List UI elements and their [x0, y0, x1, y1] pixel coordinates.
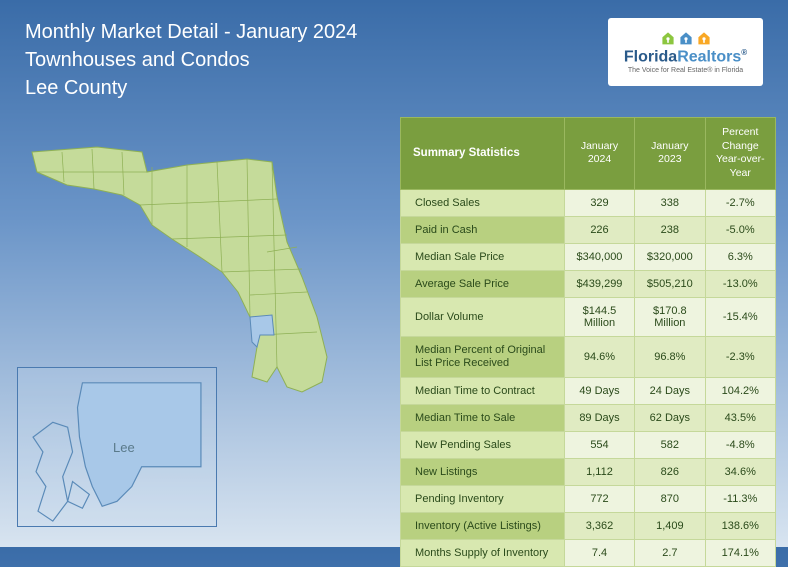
stat-percent-change: 34.6% — [705, 458, 775, 485]
stat-prior-value: $170.8 Million — [635, 297, 705, 336]
content-area: Lee Summary Statistics January 2024 Janu… — [0, 112, 788, 567]
stat-current-value: 329 — [564, 189, 634, 216]
table-row: Median Time to Contract49 Days24 Days104… — [401, 377, 776, 404]
title-line-1: Monthly Market Detail - January 2024 — [25, 18, 357, 46]
stat-label: Average Sale Price — [401, 270, 565, 297]
table-header-row: Summary Statistics January 2024 January … — [401, 118, 776, 190]
stat-current-value: 49 Days — [564, 377, 634, 404]
header-percent-change: Percent ChangeYear-over-Year — [705, 118, 775, 190]
stat-percent-change: -13.0% — [705, 270, 775, 297]
inset-county-label: Lee — [113, 440, 135, 455]
stat-label: Dollar Volume — [401, 297, 565, 336]
stat-percent-change: 174.1% — [705, 539, 775, 566]
florida-state-map — [12, 117, 392, 397]
table-row: Paid in Cash226238-5.0% — [401, 216, 776, 243]
stat-prior-value: 62 Days — [635, 404, 705, 431]
logo-houses-icon — [660, 30, 712, 46]
table-row: New Pending Sales554582-4.8% — [401, 431, 776, 458]
stat-percent-change: -2.3% — [705, 336, 775, 377]
stat-current-value: 89 Days — [564, 404, 634, 431]
stat-prior-value: 582 — [635, 431, 705, 458]
title-line-2: Townhouses and Condos — [25, 46, 357, 74]
map-area: Lee — [12, 112, 392, 567]
stat-current-value: 772 — [564, 485, 634, 512]
stat-prior-value: 338 — [635, 189, 705, 216]
logo-tagline: The Voice for Real Estate® in Florida — [628, 67, 743, 74]
florida-realtors-logo: FloridaRealtors® The Voice for Real Esta… — [608, 18, 763, 86]
stat-prior-value: 96.8% — [635, 336, 705, 377]
stat-percent-change: -11.3% — [705, 485, 775, 512]
title-line-3: Lee County — [25, 74, 357, 102]
stat-prior-value: 24 Days — [635, 377, 705, 404]
stat-current-value: 3,362 — [564, 512, 634, 539]
table-row: Months Supply of Inventory7.42.7174.1% — [401, 539, 776, 566]
stat-prior-value: 870 — [635, 485, 705, 512]
table-row: Closed Sales329338-2.7% — [401, 189, 776, 216]
statistics-table-area: Summary Statistics January 2024 January … — [400, 112, 776, 567]
stat-prior-value: 1,409 — [635, 512, 705, 539]
table-row: Average Sale Price$439,299$505,210-13.0% — [401, 270, 776, 297]
stat-label: Pending Inventory — [401, 485, 565, 512]
stat-percent-change: -2.7% — [705, 189, 775, 216]
stat-prior-value: 2.7 — [635, 539, 705, 566]
stat-percent-change: -15.4% — [705, 297, 775, 336]
stat-label: New Listings — [401, 458, 565, 485]
stat-current-value: $144.5 Million — [564, 297, 634, 336]
stat-label: Closed Sales — [401, 189, 565, 216]
stat-label: Median Time to Contract — [401, 377, 565, 404]
stat-current-value: $439,299 — [564, 270, 634, 297]
table-row: Median Sale Price$340,000$320,0006.3% — [401, 243, 776, 270]
stat-percent-change: 43.5% — [705, 404, 775, 431]
header-current-period: January 2024 — [564, 118, 634, 190]
stat-current-value: $340,000 — [564, 243, 634, 270]
stat-percent-change: 104.2% — [705, 377, 775, 404]
header-summary: Summary Statistics — [401, 118, 565, 190]
stat-label: Median Time to Sale — [401, 404, 565, 431]
report-title-block: Monthly Market Detail - January 2024 Tow… — [25, 18, 357, 102]
stat-current-value: 1,112 — [564, 458, 634, 485]
table-row: Dollar Volume$144.5 Million$170.8 Millio… — [401, 297, 776, 336]
stat-percent-change: 6.3% — [705, 243, 775, 270]
stat-current-value: 94.6% — [564, 336, 634, 377]
table-row: Median Percent of Original List Price Re… — [401, 336, 776, 377]
stat-prior-value: $320,000 — [635, 243, 705, 270]
stat-current-value: 226 — [564, 216, 634, 243]
stat-percent-change: -4.8% — [705, 431, 775, 458]
table-row: Pending Inventory772870-11.3% — [401, 485, 776, 512]
stat-prior-value: 238 — [635, 216, 705, 243]
summary-statistics-table: Summary Statistics January 2024 January … — [400, 117, 776, 567]
logo-brand-text: FloridaRealtors® — [624, 48, 747, 66]
stat-label: Median Sale Price — [401, 243, 565, 270]
stat-label: Months Supply of Inventory — [401, 539, 565, 566]
stat-prior-value: 826 — [635, 458, 705, 485]
county-inset-box: Lee — [17, 367, 217, 527]
stat-percent-change: -5.0% — [705, 216, 775, 243]
table-row: New Listings1,11282634.6% — [401, 458, 776, 485]
stat-label: Paid in Cash — [401, 216, 565, 243]
stat-prior-value: $505,210 — [635, 270, 705, 297]
stat-label: Inventory (Active Listings) — [401, 512, 565, 539]
stat-current-value: 7.4 — [564, 539, 634, 566]
stat-label: Median Percent of Original List Price Re… — [401, 336, 565, 377]
stat-current-value: 554 — [564, 431, 634, 458]
stat-percent-change: 138.6% — [705, 512, 775, 539]
stat-label: New Pending Sales — [401, 431, 565, 458]
header-prior-period: January 2023 — [635, 118, 705, 190]
report-header: Monthly Market Detail - January 2024 Tow… — [0, 0, 788, 112]
table-row: Median Time to Sale89 Days62 Days43.5% — [401, 404, 776, 431]
table-row: Inventory (Active Listings)3,3621,409138… — [401, 512, 776, 539]
